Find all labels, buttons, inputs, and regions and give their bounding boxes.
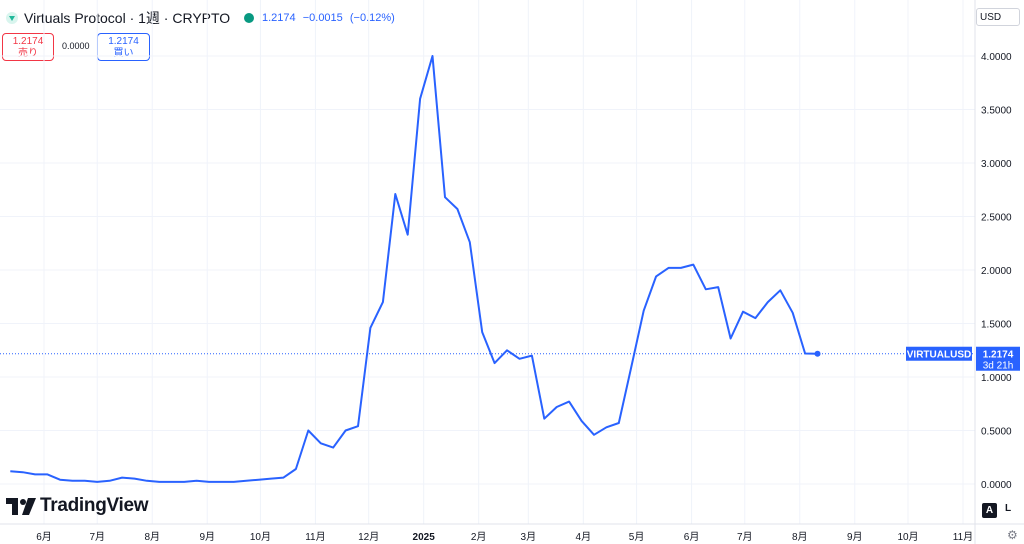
chart-header: Virtuals Protocol · 1週 · CRYPTO 1.2174 −… <box>0 0 975 70</box>
price-info: 1.2174 −0.0015 (−0.12%) <box>262 12 399 24</box>
x-tick-label: 11月 <box>305 531 325 543</box>
x-tick-label: 2025 <box>413 532 436 543</box>
symbol-title-row[interactable]: Virtuals Protocol · 1週 · CRYPTO <box>6 9 255 27</box>
y-tick-label: 0.0000 <box>981 480 1012 491</box>
x-tick-label: 3月 <box>521 531 537 543</box>
sell-label: 売り <box>18 48 38 59</box>
sell-price: 1.2174 <box>12 36 44 47</box>
x-tick-label: 10月 <box>250 531 271 543</box>
x-tick-label: 9月 <box>847 531 863 543</box>
price-tags: VIRTUALUSD 1.2174 3d 21h <box>906 346 1020 372</box>
x-tick-label: 8月 <box>144 531 160 543</box>
x-tick-label: 5月 <box>629 531 645 543</box>
x-tick-label: 4月 <box>576 531 592 543</box>
symbol-tag: VIRTUALUSD <box>907 350 971 361</box>
symbol-logo-icon <box>6 12 18 24</box>
y-tick-label: 2.5000 <box>981 213 1012 224</box>
tradingview-logo-icon <box>6 497 36 515</box>
last-point-marker <box>814 350 821 357</box>
grid-layer <box>0 0 975 524</box>
x-tick-label: 9月 <box>199 531 215 543</box>
market-status-dot <box>244 13 255 23</box>
series-line <box>10 55 818 483</box>
auto-scale-button[interactable]: A <box>982 503 997 518</box>
buy-price: 1.2174 <box>108 36 139 47</box>
buy-label: 買い <box>113 48 134 59</box>
x-tick-label: 6月 <box>36 531 52 543</box>
x-tick-label: 7月 <box>89 531 105 543</box>
tradingview-logo[interactable]: TradingView <box>6 495 149 517</box>
y-tick-label: 0.5000 <box>981 427 1012 438</box>
y-tick-label: 3.5000 <box>981 106 1012 117</box>
price-change: −0.0015 <box>302 12 343 24</box>
spread-value: 0.0000 <box>62 41 90 51</box>
y-tick-label: 1.0000 <box>981 373 1012 384</box>
last-price-tag: 1.2174 <box>983 350 1014 361</box>
y-tick-label: 4.0000 <box>981 52 1012 63</box>
last-price: 1.2174 <box>262 12 296 24</box>
price-change-pct: (−0.12%) <box>349 12 395 24</box>
x-tick-label: 11月 <box>953 531 973 543</box>
currency-label: USD <box>980 12 1002 23</box>
last-price-tag-bg <box>976 346 1020 371</box>
bar-countdown: 3d 21h <box>983 361 1014 372</box>
symbol-title[interactable]: Virtuals Protocol · 1週 · CRYPTO <box>24 10 231 26</box>
currency-selector[interactable]: USD <box>976 8 1020 26</box>
y-tick-label: 2.0000 <box>981 266 1012 277</box>
gear-icon[interactable]: ⚙ <box>1007 528 1018 542</box>
x-tick-label: 10月 <box>897 531 918 543</box>
x-tick-label: 6月 <box>684 531 700 543</box>
x-tick-label: 12月 <box>358 531 379 543</box>
tradingview-wordmark: TradingView <box>40 495 149 516</box>
price-axis-labels: 0.0000 0.5000 1.0000 1.5000 2.0000 2.5000 3.00… <box>981 52 1012 491</box>
sell-button[interactable]: 1.2174 売り <box>2 33 54 61</box>
y-tick-label: 1.5000 <box>981 320 1012 331</box>
symbol-tag-bg <box>906 346 972 361</box>
y-tick-label: 3.0000 <box>981 159 1012 170</box>
time-axis-labels: 6月 7月 8月 9月 10月 11月 12月 2025 2月 3月 4月 5月 6月 7月 8月 9月 10月… <box>36 531 973 543</box>
x-tick-label: 2月 <box>471 531 487 543</box>
x-tick-label: 8月 <box>792 531 808 543</box>
log-scale-button[interactable]: L <box>1005 503 1012 514</box>
x-tick-label: 7月 <box>737 531 753 543</box>
